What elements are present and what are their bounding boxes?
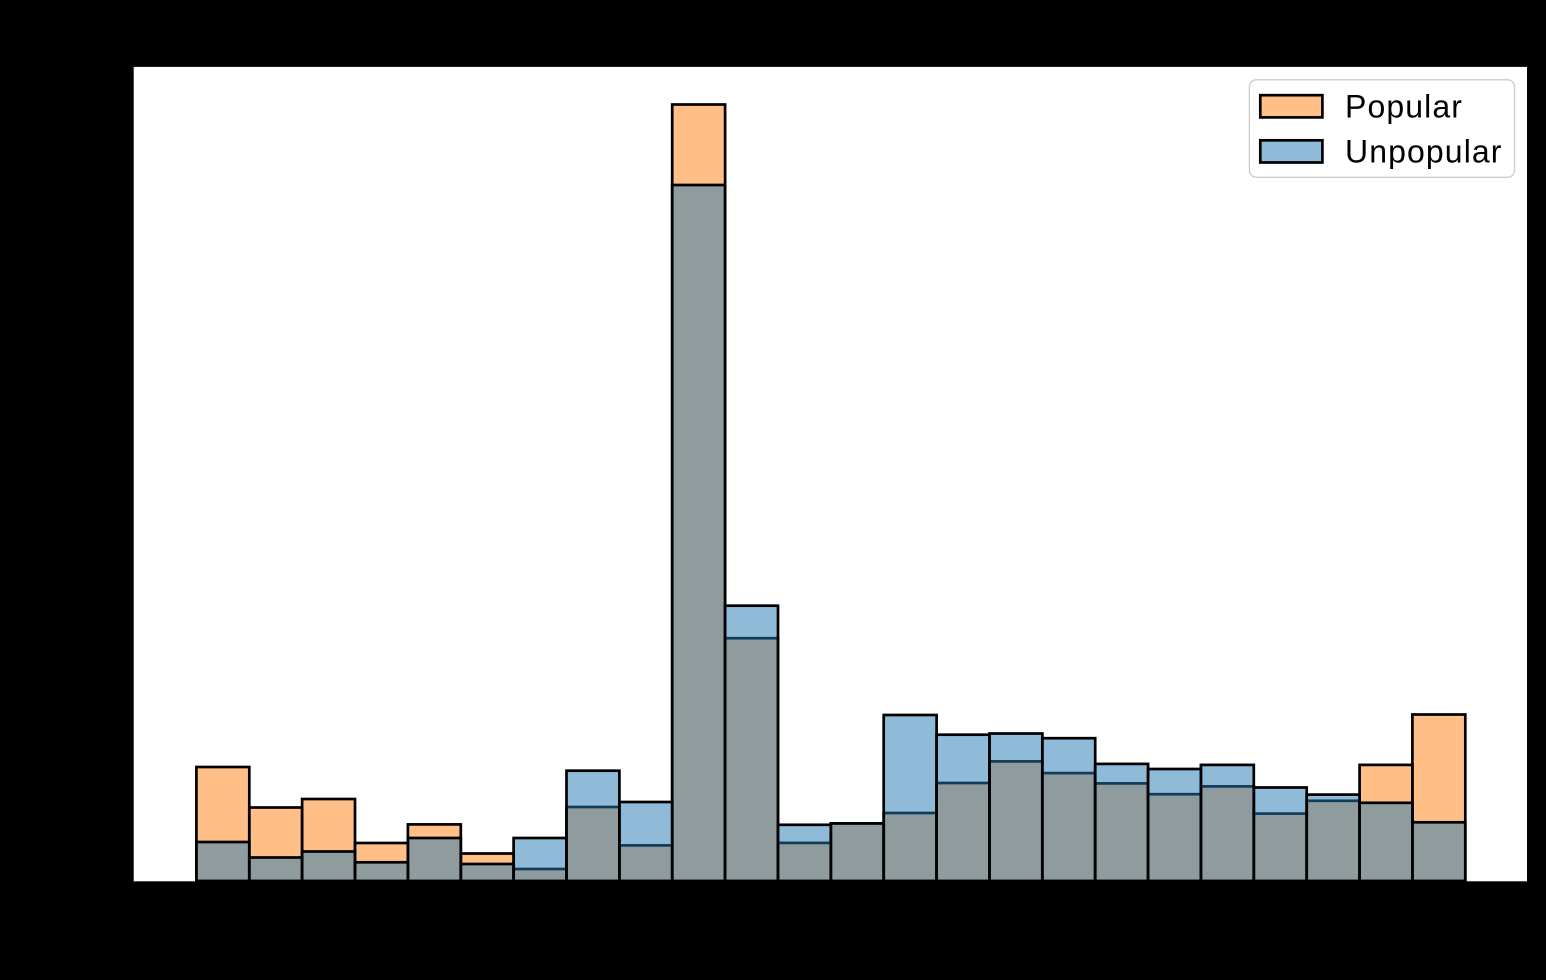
svg-text:Popular: Popular [1345,88,1463,124]
svg-text:Unpopular: Unpopular [1345,134,1503,170]
